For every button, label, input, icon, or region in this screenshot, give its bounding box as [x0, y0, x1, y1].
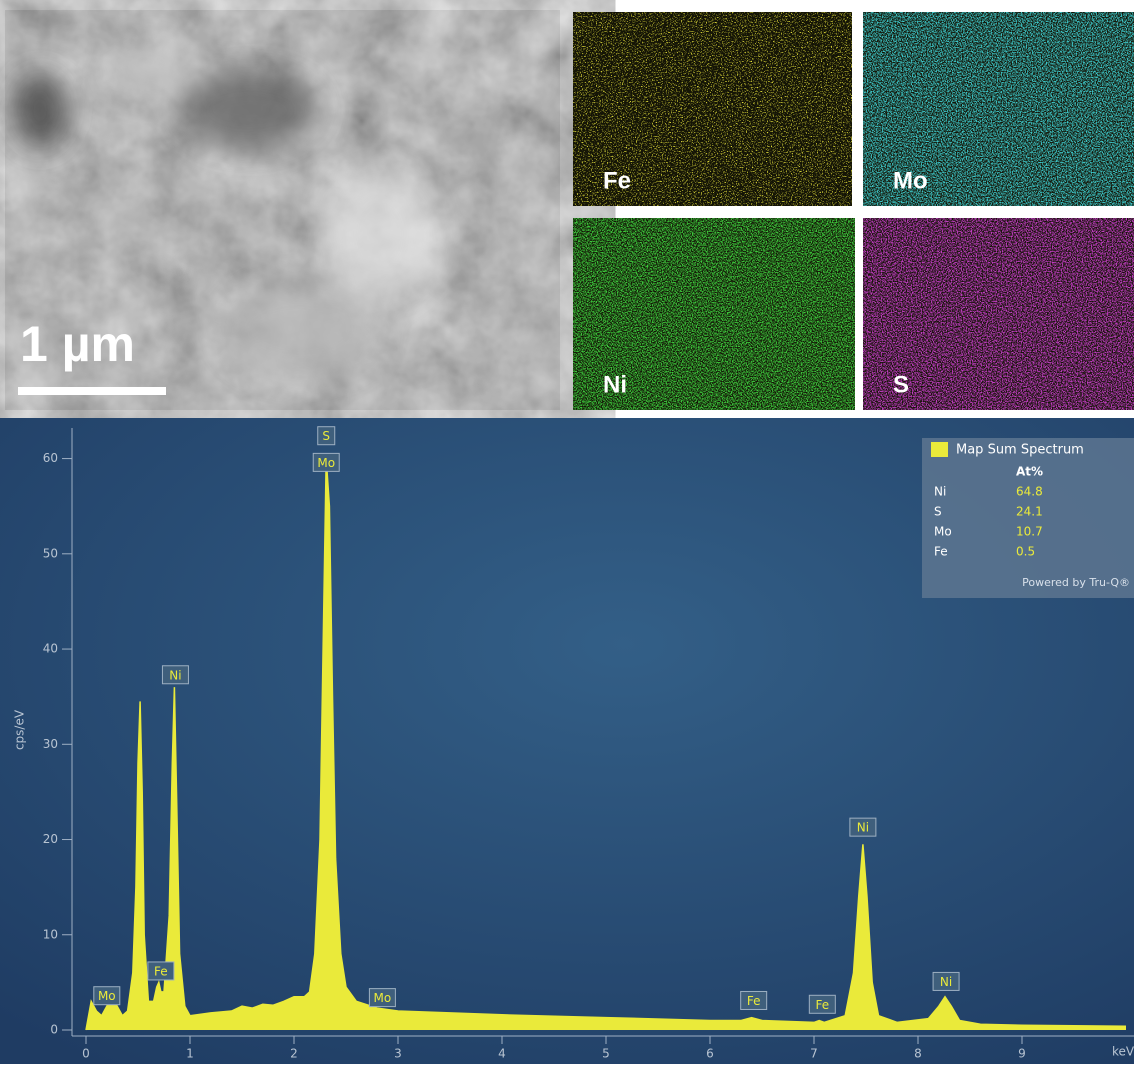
table-element: Fe: [934, 545, 948, 559]
table-value: 10.7: [1016, 525, 1043, 539]
element-map: Mo: [863, 12, 1134, 206]
peak-label-text: Fe: [154, 964, 168, 978]
x-tick-label: 0: [82, 1047, 90, 1061]
y-tick-label: 10: [43, 927, 58, 941]
peak-label-text: Ni: [940, 975, 952, 989]
element-maps: Fe Mo Ni S: [573, 12, 1134, 410]
sem-image: 1 µm: [5, 10, 560, 410]
x-axis-label: keV: [1112, 1045, 1134, 1059]
x-tick-label: 5: [602, 1047, 610, 1061]
peak-label-text: Mo: [374, 991, 392, 1005]
x-tick-label: 2: [290, 1047, 298, 1061]
peak-label-text: Ni: [169, 668, 181, 682]
x-tick-label: 3: [394, 1047, 402, 1061]
page: 1 µm Fe Mo Ni S cps/eV keV Map Sum Spectrum…: [0, 0, 1134, 1064]
legend: Map Sum Spectrum At% Ni 64.8 S 24.1 Mo 10.7 Fe 0.…: [922, 438, 1134, 598]
table-element: S: [934, 505, 942, 519]
scale-bar-label: 1 µm: [20, 316, 135, 372]
y-tick-label: 60: [43, 451, 58, 465]
peak-label-text: Mo: [317, 456, 335, 470]
y-tick-label: 40: [43, 642, 58, 656]
legend-title: Map Sum Spectrum: [956, 443, 1084, 458]
peak-label-text: Ni: [857, 821, 869, 835]
map-label: Fe: [603, 167, 631, 194]
peak-label: S: [318, 427, 335, 445]
table-element: Ni: [934, 485, 946, 499]
peak-label-text: Fe: [747, 994, 761, 1008]
peak-label: Mo: [369, 989, 395, 1007]
peak-label: Fe: [809, 995, 835, 1013]
element-map: Fe: [573, 12, 852, 206]
x-tick-label: 1: [186, 1047, 194, 1061]
peak-label: Fe: [741, 991, 767, 1009]
y-axis-label: cps/eV: [13, 709, 27, 750]
x-tick-label: 6: [706, 1047, 714, 1061]
table-value: 0.5: [1016, 545, 1035, 559]
map-label: Ni: [603, 371, 627, 398]
table-value: 24.1: [1016, 505, 1043, 519]
legend-swatch: [931, 442, 948, 457]
peak-label: Fe: [148, 962, 174, 980]
figure: 1 µm Fe Mo Ni S cps/eV keV Map Sum Spectrum…: [0, 0, 1134, 1064]
peak-label-text: S: [322, 429, 330, 443]
x-tick-label: 4: [498, 1047, 506, 1061]
x-tick-label: 9: [1018, 1047, 1026, 1061]
y-tick-label: 0: [50, 1023, 58, 1037]
y-tick-label: 20: [43, 832, 58, 846]
peak-label: Ni: [850, 818, 876, 836]
map-label: S: [893, 371, 909, 398]
peak-label: Ni: [933, 972, 959, 990]
peak-label: Ni: [162, 666, 188, 684]
map-label: Mo: [893, 167, 928, 194]
peak-label-text: Fe: [815, 998, 829, 1012]
y-tick-label: 50: [43, 546, 58, 560]
peak-label: Mo: [313, 453, 339, 471]
table-value: 64.8: [1016, 485, 1043, 499]
table-element: Mo: [934, 525, 952, 539]
peak-label-text: Mo: [98, 989, 116, 1003]
y-tick-label: 30: [43, 737, 58, 751]
element-map: S: [863, 218, 1134, 410]
peak-label: Mo: [94, 987, 120, 1005]
element-map: Ni: [573, 218, 855, 410]
x-tick-label: 8: [914, 1047, 922, 1061]
table-footer: Powered by Tru-Q®: [1022, 576, 1130, 589]
table-header: At%: [1016, 465, 1043, 479]
x-tick-label: 7: [810, 1047, 818, 1061]
